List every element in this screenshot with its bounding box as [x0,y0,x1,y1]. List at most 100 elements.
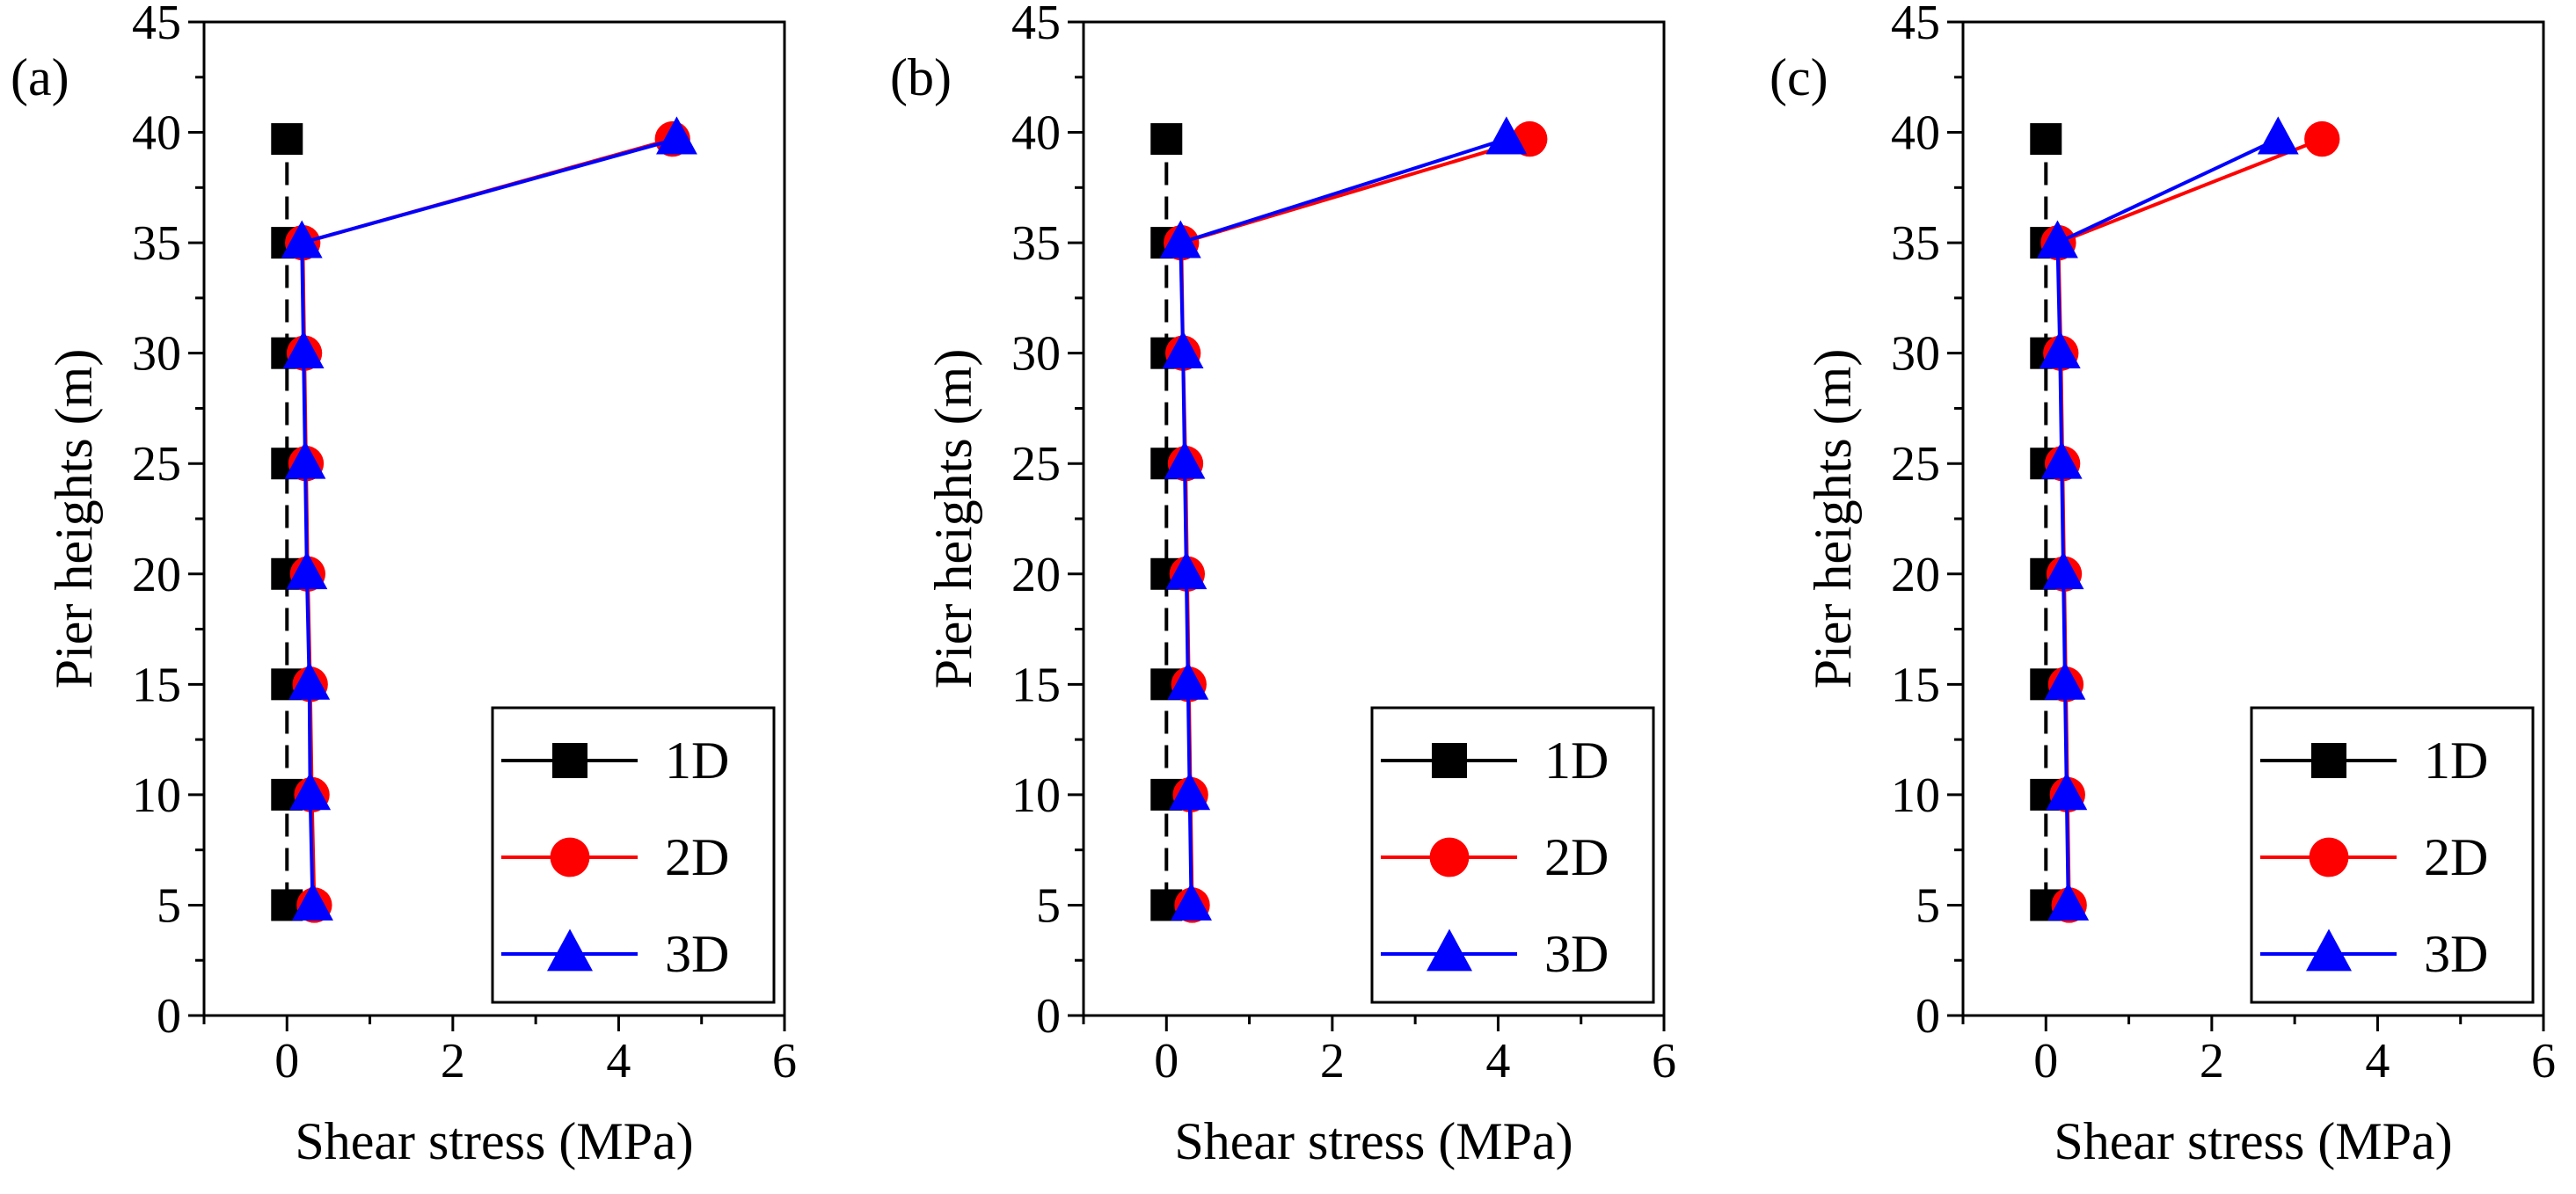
data-point-3D [1165,551,1208,590]
data-point-3D [1162,330,1204,369]
data-point-1D [2030,123,2062,156]
legend-label-1D: 1D [1544,732,1609,790]
legend-box [2250,706,2535,1004]
data-point-3D [2042,551,2084,590]
data-point-3D [1169,772,1211,811]
series-3D [2037,116,2299,921]
y-tick-label: 45 [1011,0,1061,50]
legend-label-3D: 3D [1544,925,1609,983]
chart-panel-a: 0 5 10 15 20 25 30 35 40 45 0 2 4 6 Shear stress (MPa)… [11,0,797,1170]
legend-marker-3D [547,928,593,972]
data-point-3D [1485,116,1528,155]
x-tick-label: 6 [2531,1034,2556,1088]
data-point-1D [271,123,303,156]
legend-marker-1D [2311,743,2346,778]
panel-label: (b) [890,48,952,106]
y-tick-label: 25 [132,437,181,491]
y-tick-label: 15 [1891,658,1940,712]
legend: 1D 2D 3D [491,706,776,1004]
y-tick-label: 0 [157,989,181,1044]
legend: 1D 2D 3D [1370,706,1655,1004]
x-tick-label: 2 [1320,1034,1345,1088]
y-tick-label: 20 [132,548,181,602]
x-tick-label: 0 [2033,1034,2058,1088]
data-point-3D [292,882,333,921]
y-tick-label: 15 [132,658,181,712]
data-point-3D [2037,220,2078,258]
x-tick-label: 4 [606,1034,631,1088]
data-point-3D [284,440,326,479]
y-tick-label: 40 [132,106,181,161]
x-tick-label: 0 [274,1034,299,1088]
legend: 1D 2D 3D [2250,706,2535,1004]
y-tick-label: 35 [1891,216,1940,271]
data-point-3D [2257,116,2299,155]
data-point-1D [1150,123,1183,156]
legend-marker-2D [2309,837,2349,877]
legend-label-2D: 2D [1544,828,1609,886]
legend-marker-2D [550,837,590,877]
data-point-3D [2039,330,2081,369]
y-tick-label: 10 [1011,768,1061,823]
legend-label-1D: 1D [665,732,729,790]
data-point-3D [288,661,331,700]
data-point-3D [289,772,332,811]
legend-label-3D: 3D [2424,925,2488,983]
panel-label: (a) [11,48,69,106]
legend-box [1370,706,1655,1004]
panel-label: (c) [1770,48,1828,106]
y-tick-label: 40 [1011,106,1061,161]
x-tick-label: 2 [2200,1034,2224,1088]
legend-marker-1D [552,743,587,778]
data-point-3D [2040,440,2083,479]
legend-marker-1D [1432,743,1467,778]
data-point-3D [286,551,328,590]
data-point-3D [2047,882,2090,921]
x-tick-label: 2 [441,1034,465,1088]
chart-panel-b: 0 5 10 15 20 25 30 35 40 45 0 2 4 6 Shear stress (MPa)… [890,0,1676,1170]
legend-label-3D: 3D [665,925,729,983]
legend-label-2D: 2D [2424,828,2488,886]
y-axis-title: Pier heights (m) [924,349,982,689]
legend-marker-3D [2306,928,2352,972]
y-tick-label: 30 [1891,327,1940,382]
y-tick-label: 10 [1891,768,1940,823]
x-tick-label: 4 [1485,1034,1510,1088]
data-point-3D [1159,220,1201,258]
x-axis-title: Shear stress (MPa) [295,1112,693,1170]
series-3D [281,116,697,921]
y-tick-label: 45 [132,0,181,50]
legend-marker-3D [1427,928,1472,972]
y-tick-label: 25 [1011,437,1061,491]
y-tick-label: 5 [157,878,181,933]
legend-marker-2D [1429,837,1470,877]
x-tick-label: 0 [1154,1034,1179,1088]
legend-label-2D: 2D [665,828,729,886]
x-axis-title: Shear stress (MPa) [1174,1112,1573,1170]
data-point-2D [2304,120,2340,157]
y-tick-label: 5 [1036,878,1061,933]
data-point-3D [2044,661,2086,700]
series-1D [271,123,303,921]
data-point-3D [1164,440,1206,479]
data-point-3D [656,116,697,155]
chart-panel-c: 0 5 10 15 20 25 30 35 40 45 0 2 4 6 Shear stress (MPa)… [1770,0,2556,1170]
data-point-3D [1167,661,1209,700]
y-axis-title: Pier heights (m) [45,349,103,689]
y-tick-label: 45 [1891,0,1940,50]
x-tick-label: 6 [1652,1034,1676,1088]
series-line-3D [2055,137,2280,906]
y-tick-label: 40 [1891,106,1940,161]
y-tick-label: 15 [1011,658,1061,712]
x-tick-label: 4 [2365,1034,2390,1088]
y-tick-label: 25 [1891,437,1940,491]
x-axis-title: Shear stress (MPa) [2054,1112,2452,1170]
data-point-3D [1171,882,1212,921]
y-tick-label: 5 [1916,878,1940,933]
data-point-3D [281,220,323,258]
y-tick-label: 30 [132,327,181,382]
series-3D [1159,116,1528,921]
y-tick-label: 35 [1011,216,1061,271]
y-tick-label: 0 [1036,989,1061,1044]
